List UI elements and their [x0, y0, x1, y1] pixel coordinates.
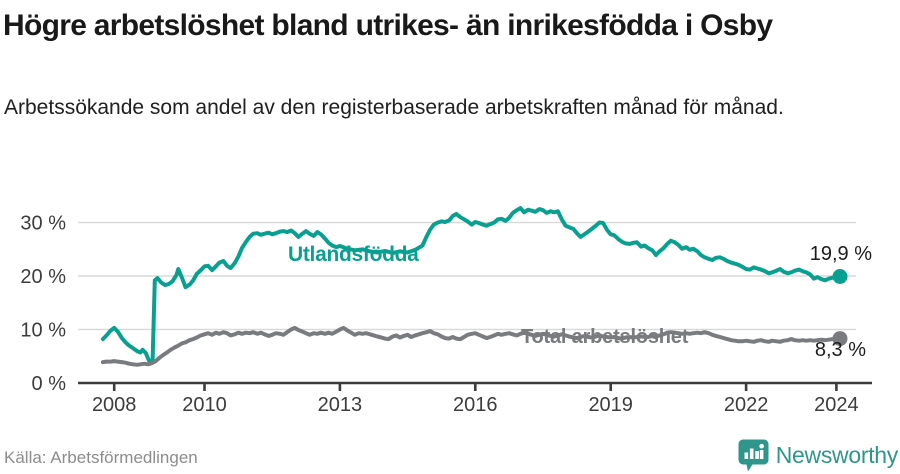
svg-text:2019: 2019 — [588, 394, 633, 416]
line-chart: 0 % 10 % 20 % 30 % 2008 2010 2013 2016 2019 2022 2… — [20, 206, 872, 416]
source-note: Källa: Arbetsförmedlingen — [4, 448, 198, 467]
svg-text:0 %: 0 % — [32, 373, 67, 395]
svg-text:30 %: 30 % — [20, 213, 66, 235]
series-label-total-arbetsloshet: Total arbetslöshet — [521, 326, 689, 348]
svg-text:2013: 2013 — [318, 394, 363, 416]
series-label-utlandsfodda: Utlandsfödda — [288, 243, 419, 266]
svg-text:2022: 2022 — [724, 394, 769, 416]
page-subtitle: Arbetssökande som andel av den registerb… — [4, 96, 784, 119]
svg-text:2010: 2010 — [182, 394, 227, 416]
end-value-total-arbetsloshet: 8,3 % — [814, 339, 866, 361]
svg-text:20 %: 20 % — [20, 266, 66, 288]
newsworthy-icon — [737, 438, 770, 473]
svg-text:10 %: 10 % — [20, 320, 66, 342]
brand-name: Newsworthy — [775, 442, 899, 468]
svg-text:2016: 2016 — [453, 394, 498, 416]
brand-logo: Newsworthy — [737, 438, 898, 473]
end-value-utlandsfodda: 19,9 % — [809, 243, 872, 265]
svg-text:2008: 2008 — [92, 394, 137, 416]
page-title: Högre arbetslöshet bland utrikes- än inr… — [3, 9, 773, 42]
svg-text:2024: 2024 — [814, 394, 859, 416]
